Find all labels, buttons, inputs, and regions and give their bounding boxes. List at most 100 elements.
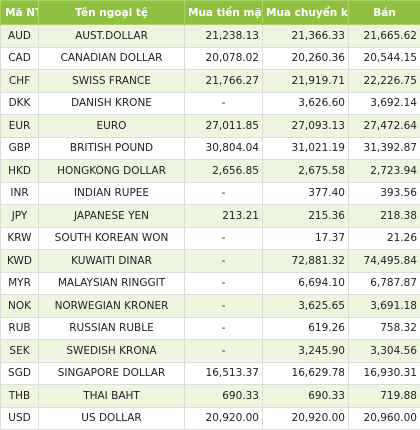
header-transfer-buy: Mua chuyển khoản <box>263 1 349 25</box>
sell-cell: 21.26 <box>349 227 420 250</box>
transfer-buy-cell: 690.33 <box>263 385 349 408</box>
currency-code-cell: CAD <box>1 47 39 70</box>
currency-code-cell: KRW <box>1 227 39 250</box>
cash-buy-cell: 20,078.02 <box>185 47 263 70</box>
currency-name-cell: NORWEGIAN KRONER <box>39 295 185 318</box>
sell-cell: 27,472.64 <box>349 115 420 138</box>
transfer-buy-cell: 377.40 <box>263 182 349 205</box>
transfer-buy-cell: 20,260.36 <box>263 47 349 70</box>
transfer-buy-cell: 17.37 <box>263 227 349 250</box>
currency-name-cell: BRITISH POUND <box>39 137 185 160</box>
currency-name-cell: AUST.DOLLAR <box>39 25 185 48</box>
cash-buy-cell: 213.21 <box>185 205 263 228</box>
sell-cell: 3,304.56 <box>349 340 420 363</box>
sell-cell: 6,787.87 <box>349 272 420 295</box>
cash-buy-cell: 21,238.13 <box>185 25 263 48</box>
sell-cell: 719.88 <box>349 385 420 408</box>
currency-code-cell: SGD <box>1 362 39 385</box>
cash-buy-cell: - <box>185 317 263 340</box>
currency-name-cell: DANISH KRONE <box>39 92 185 115</box>
currency-name-cell: HONGKONG DOLLAR <box>39 160 185 183</box>
transfer-buy-cell: 3,625.65 <box>263 295 349 318</box>
currency-code-cell: INR <box>1 182 39 205</box>
currency-name-cell: KUWAITI DINAR <box>39 250 185 273</box>
currency-code-cell: THB <box>1 385 39 408</box>
currency-name-cell: RUSSIAN RUBLE <box>39 317 185 340</box>
sell-cell: 218.38 <box>349 205 420 228</box>
currency-name-cell: EURO <box>39 115 185 138</box>
sell-cell: 31,392.87 <box>349 137 420 160</box>
cash-buy-cell: 2,656.85 <box>185 160 263 183</box>
currency-code-cell: HKD <box>1 160 39 183</box>
cash-buy-cell: - <box>185 227 263 250</box>
transfer-buy-cell: 2,675.58 <box>263 160 349 183</box>
sell-cell: 74,495.84 <box>349 250 420 273</box>
currency-code-cell: AUD <box>1 25 39 48</box>
currency-code-cell: JPY <box>1 205 39 228</box>
currency-code-cell: MYR <box>1 272 39 295</box>
header-row: Mã NT Tên ngoại tệ Mua tiền mặt Mua chuy… <box>1 1 420 25</box>
sell-cell: 21,665.62 <box>349 25 420 48</box>
currency-name-cell: SOUTH KOREAN WON <box>39 227 185 250</box>
cash-buy-cell: 27,011.85 <box>185 115 263 138</box>
transfer-buy-cell: 21,366.33 <box>263 25 349 48</box>
sell-cell: 2,723.94 <box>349 160 420 183</box>
currency-code-cell: NOK <box>1 295 39 318</box>
cash-buy-cell: 16,513.37 <box>185 362 263 385</box>
currency-code-cell: RUB <box>1 317 39 340</box>
transfer-buy-cell: 72,881.32 <box>263 250 349 273</box>
cash-buy-cell: - <box>185 182 263 205</box>
transfer-buy-cell: 27,093.13 <box>263 115 349 138</box>
cash-buy-cell: - <box>185 295 263 318</box>
sell-cell: 20,544.15 <box>349 47 420 70</box>
transfer-buy-cell: 21,919.71 <box>263 70 349 93</box>
transfer-buy-cell: 3,626.60 <box>263 92 349 115</box>
currency-code-cell: DKK <box>1 92 39 115</box>
currency-code-cell: USD <box>1 407 39 430</box>
transfer-buy-cell: 31,021.19 <box>263 137 349 160</box>
currency-name-cell: CANADIAN DOLLAR <box>39 47 185 70</box>
currency-code-cell: KWD <box>1 250 39 273</box>
header-cash-buy: Mua tiền mặt <box>185 1 263 25</box>
currency-name-cell: INDIAN RUPEE <box>39 182 185 205</box>
sell-cell: 3,691.18 <box>349 295 420 318</box>
header-sell: Bán <box>349 1 420 25</box>
transfer-buy-cell: 619.26 <box>263 317 349 340</box>
currency-name-cell: MALAYSIAN RINGGIT <box>39 272 185 295</box>
currency-name-cell: SINGAPORE DOLLAR <box>39 362 185 385</box>
table-header: Mã NT Tên ngoại tệ Mua tiền mặt Mua chuy… <box>1 1 420 25</box>
currency-name-cell: THAI BAHT <box>39 385 185 408</box>
header-currency-name: Tên ngoại tệ <box>39 1 185 25</box>
cash-buy-cell: 690.33 <box>185 385 263 408</box>
currency-name-cell: US DOLLAR <box>39 407 185 430</box>
cash-buy-cell: 21,766.27 <box>185 70 263 93</box>
currency-name-cell: SWISS FRANCE <box>39 70 185 93</box>
transfer-buy-cell: 16,629.78 <box>263 362 349 385</box>
sell-cell: 22,226.75 <box>349 70 420 93</box>
transfer-buy-cell: 215.36 <box>263 205 349 228</box>
transfer-buy-cell: 6,694.10 <box>263 272 349 295</box>
currency-code-cell: EUR <box>1 115 39 138</box>
cash-buy-cell: - <box>185 272 263 295</box>
currency-code-cell: GBP <box>1 137 39 160</box>
transfer-buy-cell: 3,245.90 <box>263 340 349 363</box>
header-currency-code: Mã NT <box>1 1 39 25</box>
sell-cell: 3,692.14 <box>349 92 420 115</box>
